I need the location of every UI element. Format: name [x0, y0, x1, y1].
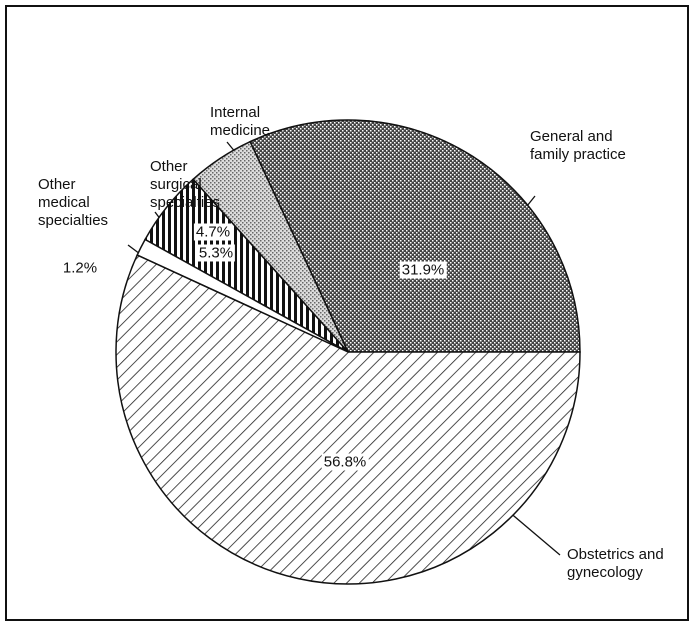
slice-label: Obstetrics and gynecology	[567, 546, 664, 581]
value-label: 1.2%	[60, 259, 100, 277]
value-label: 4.7%	[193, 223, 233, 241]
frame	[5, 5, 689, 621]
pie-slice	[249, 119, 581, 353]
value-label: 5.3%	[196, 244, 236, 262]
slice-label: Other surgical specialties	[150, 158, 221, 211]
pie-slice	[115, 254, 581, 585]
value-label: 56.8%	[321, 453, 369, 471]
slice-label: Other medical specialties	[38, 176, 109, 229]
slice-label: General and family practice	[530, 128, 626, 163]
slice-label: Internal medicine	[210, 104, 271, 139]
value-label: 31.9%	[399, 261, 447, 279]
